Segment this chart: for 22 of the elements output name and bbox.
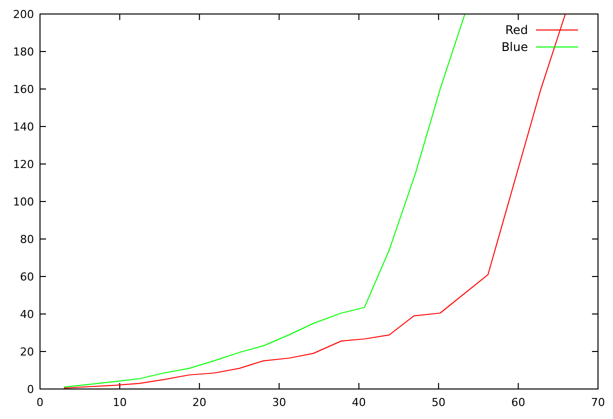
y-tick-label: 120 (13, 158, 34, 171)
y-tick-label: 0 (27, 383, 34, 396)
x-tick-label: 30 (272, 396, 286, 409)
x-tick-label: 40 (352, 396, 366, 409)
legend-label: Red (505, 23, 528, 37)
y-tick-label: 80 (20, 233, 34, 246)
line-series (63, 14, 466, 388)
x-tick-label: 0 (36, 396, 44, 409)
y-tick-label: 100 (13, 196, 34, 208)
y-tick-label: 180 (13, 46, 34, 58)
y-tick-label: 160 (13, 83, 34, 96)
x-tick-label: 60 (511, 396, 526, 409)
x-tick-label: 50 (432, 396, 446, 409)
legend-label: Blue (501, 40, 528, 54)
x-tick-label: 10 (112, 396, 127, 409)
x-tick-label: 70 (591, 396, 605, 409)
x-tick-label: 20 (192, 396, 206, 409)
y-tick-label: 140 (13, 120, 34, 134)
y-tick-label: 40 (20, 308, 34, 321)
y-tick-label: 20 (20, 346, 34, 358)
y-tick-label: 200 (13, 8, 34, 21)
y-tick-label: 60 (20, 270, 34, 284)
